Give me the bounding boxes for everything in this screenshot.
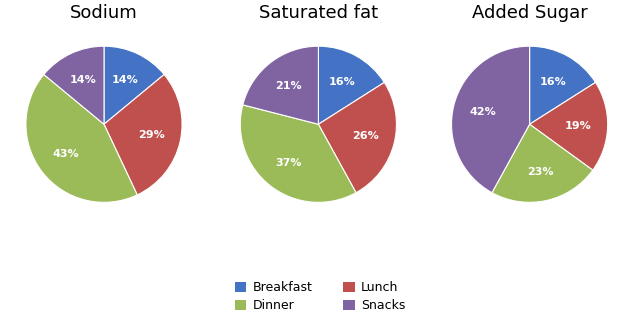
Text: 19%: 19% — [564, 121, 591, 131]
Text: 23%: 23% — [527, 166, 554, 177]
Text: 21%: 21% — [275, 81, 302, 91]
Text: 37%: 37% — [275, 158, 302, 167]
Text: 43%: 43% — [52, 149, 79, 159]
Wedge shape — [492, 124, 593, 202]
Wedge shape — [44, 46, 104, 124]
Legend: Breakfast, Dinner, Lunch, Snacks: Breakfast, Dinner, Lunch, Snacks — [230, 277, 410, 318]
Wedge shape — [318, 46, 385, 124]
Text: 16%: 16% — [328, 77, 355, 87]
Wedge shape — [530, 82, 607, 170]
Wedge shape — [243, 46, 319, 124]
Wedge shape — [529, 46, 596, 124]
Text: 42%: 42% — [469, 107, 496, 117]
Wedge shape — [104, 46, 164, 124]
Title: Saturated fat: Saturated fat — [259, 4, 378, 22]
Wedge shape — [104, 75, 182, 195]
Text: 29%: 29% — [138, 130, 164, 140]
Wedge shape — [241, 105, 356, 202]
Text: 14%: 14% — [111, 76, 138, 85]
Text: 26%: 26% — [352, 131, 379, 141]
Text: 14%: 14% — [70, 76, 97, 85]
Wedge shape — [26, 75, 137, 202]
Wedge shape — [319, 82, 396, 193]
Title: Sodium: Sodium — [70, 4, 138, 22]
Text: 16%: 16% — [540, 77, 566, 87]
Wedge shape — [452, 46, 530, 193]
Title: Added Sugar: Added Sugar — [472, 4, 588, 22]
